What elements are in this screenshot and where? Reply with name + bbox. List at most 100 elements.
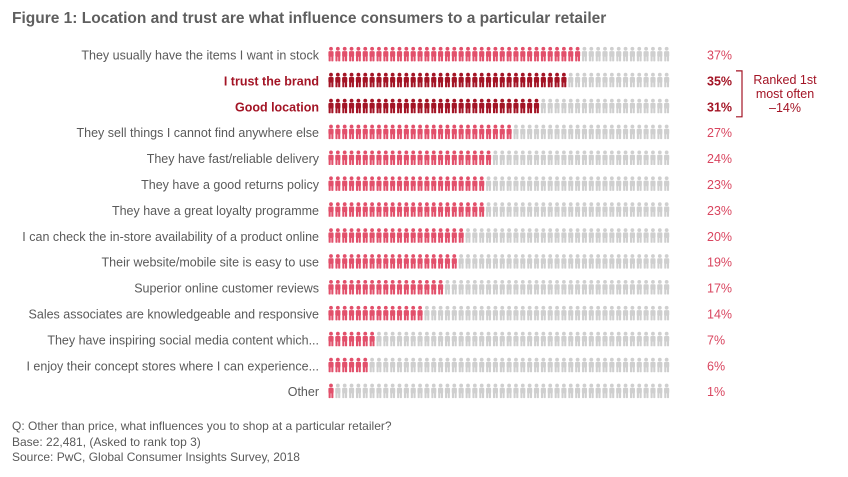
- person-icon-empty: [520, 124, 526, 140]
- person-icon-filled: [499, 124, 505, 140]
- person-icon-empty: [527, 357, 533, 373]
- person-icon-filled: [369, 280, 375, 295]
- person-icon-empty: [533, 124, 540, 140]
- person-icon-empty: [595, 150, 601, 165]
- person-icon-filled: [390, 72, 396, 88]
- person-icon-empty: [431, 383, 437, 399]
- footer-source: Source: PwC, Global Consumer Insights Su…: [12, 450, 300, 464]
- person-icon-empty: [622, 254, 629, 269]
- person-icon-filled: [383, 46, 389, 62]
- person-icon-filled: [417, 305, 423, 321]
- person-icon-empty: [622, 150, 629, 165]
- person-icon-empty: [616, 357, 622, 373]
- person-icon-filled: [390, 124, 396, 140]
- person-icon-empty: [431, 305, 437, 321]
- person-icon-empty: [533, 305, 540, 321]
- person-icon-empty: [602, 280, 608, 295]
- person-icon-empty: [499, 176, 505, 191]
- person-icon-filled: [444, 124, 451, 140]
- person-icon-filled: [328, 150, 334, 165]
- person-icon-empty: [561, 280, 567, 295]
- person-icon-filled: [438, 254, 444, 269]
- person-icon-empty: [554, 305, 560, 321]
- person-icon-empty: [650, 383, 656, 399]
- person-icon-empty: [540, 124, 546, 140]
- person-icon-filled: [362, 124, 368, 140]
- person-icon-empty: [595, 124, 601, 140]
- person-icon-empty: [609, 331, 615, 347]
- person-icon-empty: [568, 357, 574, 373]
- person-icon-empty: [492, 305, 498, 321]
- person-icon-filled: [348, 254, 355, 269]
- chart-row: I can check the in-store availability of…: [22, 228, 732, 244]
- person-icon-empty: [554, 331, 560, 347]
- person-icon-filled: [438, 46, 444, 62]
- person-icon-filled: [410, 150, 416, 165]
- person-icon-empty: [492, 150, 498, 165]
- person-icon-empty: [568, 254, 574, 269]
- person-icon-empty: [424, 331, 430, 347]
- person-icon-filled: [444, 150, 451, 165]
- person-icon-empty: [520, 383, 526, 399]
- value-label: 17%: [707, 282, 732, 296]
- person-icon-empty: [657, 357, 663, 373]
- chart-row: They have a good returns policy 23%: [141, 176, 732, 192]
- person-icon-filled: [506, 72, 512, 88]
- person-icon-empty: [506, 280, 512, 295]
- person-icon-empty: [376, 331, 382, 347]
- person-icon-filled: [390, 176, 396, 191]
- person-icon-filled: [472, 176, 478, 191]
- person-icon-empty: [540, 98, 546, 114]
- person-icon-empty: [595, 254, 601, 269]
- person-icon-empty: [554, 383, 560, 399]
- person-icon-empty: [465, 254, 471, 269]
- person-icon-filled: [479, 72, 485, 88]
- value-label: 31%: [707, 100, 732, 114]
- person-icon-empty: [629, 72, 635, 88]
- person-icon-empty: [547, 176, 553, 191]
- person-icon-filled: [479, 98, 485, 114]
- person-icon-filled: [554, 46, 560, 62]
- person-icon-empty: [417, 383, 423, 399]
- person-icon-filled: [328, 254, 334, 269]
- person-icon-empty: [664, 150, 670, 165]
- person-icon-empty: [444, 305, 451, 321]
- person-icon-empty: [657, 124, 663, 140]
- person-icon-filled: [513, 98, 519, 114]
- person-icon-empty: [581, 124, 588, 140]
- person-icon-filled: [362, 357, 368, 373]
- person-icon-empty: [616, 305, 622, 321]
- person-icon-empty: [561, 331, 567, 347]
- person-icon-empty: [513, 228, 519, 243]
- person-icon-filled: [410, 202, 416, 217]
- person-icon-empty: [664, 383, 670, 399]
- person-icon-empty: [561, 228, 567, 243]
- person-icon-empty: [588, 150, 594, 165]
- person-icon-empty: [431, 357, 437, 373]
- person-icon-empty: [602, 254, 608, 269]
- person-icon-filled: [561, 72, 567, 88]
- person-icon-empty: [575, 254, 581, 269]
- person-icon-filled: [417, 72, 423, 88]
- person-icon-filled: [438, 202, 444, 217]
- person-icon-filled: [328, 228, 334, 243]
- person-icon-empty: [527, 150, 533, 165]
- person-icon-empty: [554, 254, 560, 269]
- person-icon-empty: [520, 202, 526, 217]
- person-icon-empty: [588, 228, 594, 243]
- person-icon-filled: [328, 72, 334, 88]
- person-icon-empty: [568, 150, 574, 165]
- person-icon-empty: [643, 176, 649, 191]
- person-icon-filled: [328, 176, 334, 191]
- person-icon-empty: [547, 150, 553, 165]
- person-icon-filled: [355, 254, 361, 269]
- person-icon-empty: [609, 305, 615, 321]
- person-icon-empty: [513, 124, 519, 140]
- person-icon-empty: [554, 150, 560, 165]
- person-icon-filled: [458, 46, 464, 62]
- person-icon-filled: [444, 72, 451, 88]
- person-icon-empty: [451, 305, 457, 321]
- person-icon-empty: [533, 176, 540, 191]
- person-icon-filled: [396, 176, 403, 191]
- person-icon-empty: [595, 202, 601, 217]
